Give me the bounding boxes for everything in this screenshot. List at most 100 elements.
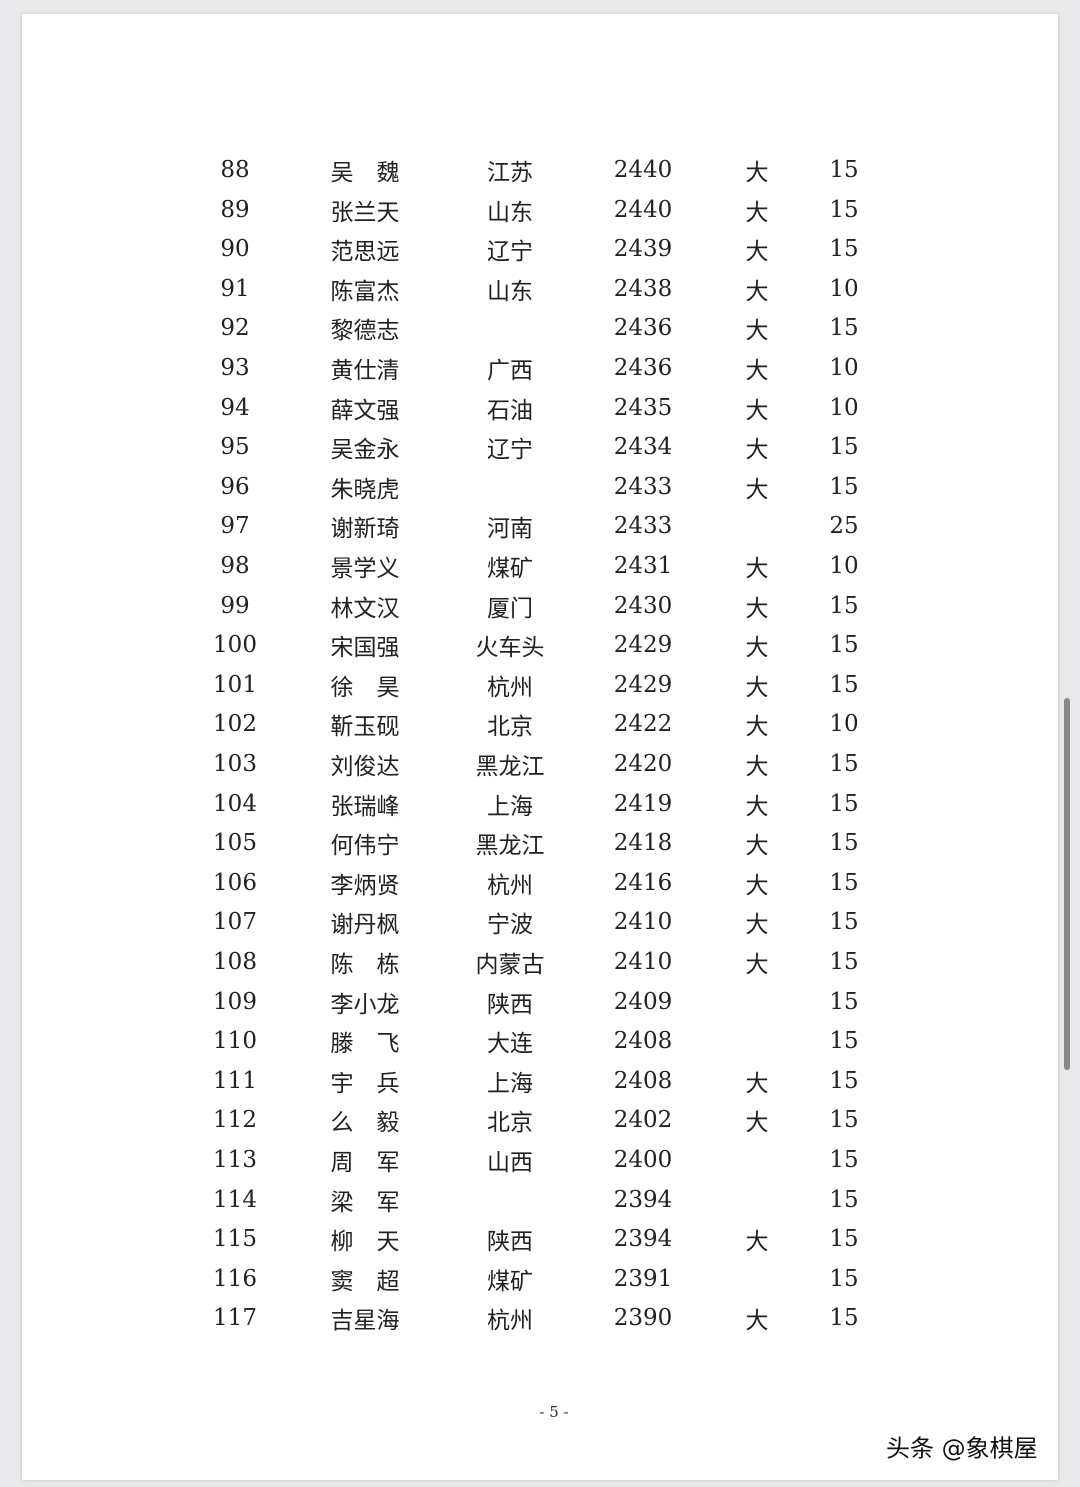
player-name: 柳 天	[330, 1229, 400, 1256]
rank: 94	[220, 394, 250, 421]
scrollbar[interactable]	[1064, 698, 1070, 1070]
region: 杭州	[487, 674, 533, 701]
player-name: 梁 军	[330, 1189, 400, 1216]
k-factor: 25	[829, 513, 859, 540]
rating: 2394	[613, 1226, 673, 1253]
rank: 101	[213, 671, 257, 698]
rank: 91	[220, 275, 250, 302]
rank: 117	[213, 1305, 257, 1332]
title: 大	[745, 912, 769, 939]
player-name: 林文汉	[330, 595, 400, 622]
k-factor: 15	[829, 909, 859, 936]
region: 山东	[487, 278, 533, 305]
region: 山东	[487, 199, 533, 226]
k-factor: 10	[829, 394, 859, 421]
rank: 115	[213, 1226, 257, 1253]
rank: 98	[220, 553, 250, 579]
player-name: 薛文强	[330, 397, 400, 424]
region: 石油	[487, 397, 533, 424]
rank: 96	[220, 473, 250, 500]
rating: 2408	[613, 1067, 673, 1094]
rating: 2433	[613, 473, 673, 500]
region: 江苏	[487, 160, 533, 186]
region: 杭州	[487, 1308, 533, 1335]
rank: 97	[220, 513, 250, 540]
k-factor: 15	[829, 1226, 859, 1253]
rating: 2391	[613, 1265, 673, 1292]
rating: 2438	[613, 275, 673, 302]
title: 大	[745, 1070, 769, 1097]
title: 大	[745, 793, 769, 820]
rank: 99	[220, 592, 250, 619]
player-name: 吴 魏	[330, 160, 400, 186]
rank: 104	[213, 790, 257, 817]
rank: 89	[220, 196, 250, 223]
k-factor: 10	[829, 275, 859, 302]
rating: 2416	[613, 869, 673, 896]
k-factor: 15	[829, 988, 859, 1015]
player-name: 宋国强	[330, 635, 400, 662]
rating: 2410	[613, 949, 673, 975]
rating: 2433	[613, 513, 673, 540]
rating: 2400	[613, 1147, 673, 1173]
k-factor: 10	[829, 553, 859, 579]
player-name: 么 毅	[330, 1110, 400, 1137]
rating: 2429	[613, 632, 673, 659]
region: 黑龙江	[475, 833, 545, 860]
player-name: 李小龙	[330, 991, 400, 1018]
k-factor: 15	[829, 1265, 859, 1292]
rank: 108	[213, 949, 257, 975]
k-factor: 15	[829, 157, 859, 183]
region: 辽宁	[487, 437, 533, 464]
rank: 105	[213, 830, 257, 857]
rank: 109	[213, 988, 257, 1015]
k-factor: 10	[829, 711, 859, 738]
k-factor: 15	[829, 830, 859, 857]
player-name: 靳玉砚	[330, 714, 400, 741]
page-number: - 5 -	[539, 1403, 569, 1421]
region: 宁波	[487, 912, 533, 939]
player-name: 谢新琦	[330, 516, 400, 543]
rating: 2422	[613, 711, 673, 738]
title: 大	[745, 833, 769, 860]
player-name: 李炳贤	[330, 872, 400, 899]
title: 大	[745, 278, 769, 305]
region: 内蒙古	[475, 952, 545, 978]
k-factor: 15	[829, 790, 859, 817]
region: 陕西	[487, 1229, 533, 1256]
rank: 114	[213, 1186, 257, 1213]
k-factor: 15	[829, 236, 859, 263]
player-name: 陈 栋	[330, 952, 400, 978]
rank: 116	[213, 1265, 257, 1292]
player-name: 窦 超	[330, 1268, 400, 1295]
region: 煤矿	[487, 1268, 533, 1295]
region: 黑龙江	[475, 754, 545, 780]
rating: 2408	[613, 1028, 673, 1055]
k-factor: 15	[829, 869, 859, 896]
k-factor: 15	[829, 1107, 859, 1134]
player-name: 陈富杰	[330, 278, 400, 305]
k-factor: 10	[829, 355, 859, 381]
player-name: 周 军	[330, 1150, 400, 1176]
title: 大	[745, 160, 769, 186]
title: 大	[745, 714, 769, 741]
k-factor: 15	[829, 434, 859, 461]
region: 北京	[487, 1110, 533, 1137]
player-name: 张兰天	[330, 199, 400, 226]
region: 广西	[487, 358, 533, 384]
rank: 107	[213, 909, 257, 936]
region: 北京	[487, 714, 533, 741]
k-factor: 15	[829, 592, 859, 619]
title: 大	[745, 595, 769, 622]
player-name: 谢丹枫	[330, 912, 400, 939]
rating: 2439	[613, 236, 673, 263]
rating: 2390	[613, 1305, 673, 1332]
title: 大	[745, 199, 769, 226]
rating: 2420	[613, 751, 673, 777]
title: 大	[745, 1110, 769, 1137]
rating: 2434	[613, 434, 673, 461]
rating: 2429	[613, 671, 673, 698]
title: 大	[745, 397, 769, 424]
rating: 2419	[613, 790, 673, 817]
region: 火车头	[475, 635, 545, 662]
